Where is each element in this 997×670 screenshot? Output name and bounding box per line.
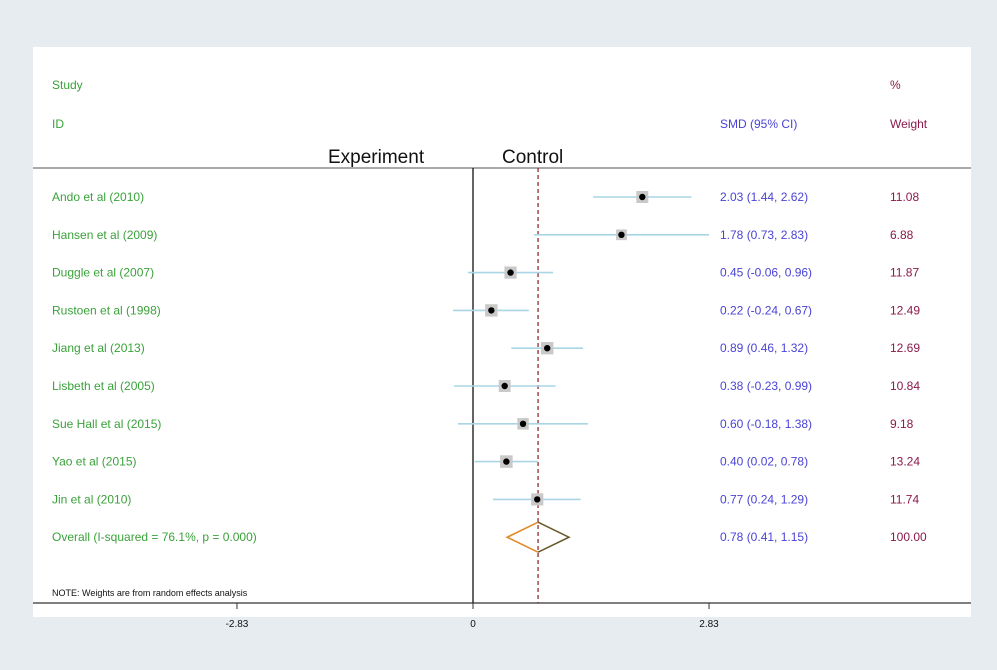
ci-value-label: 0.60 (-0.18, 1.38): [720, 417, 812, 431]
x-tick-label: 2.83: [699, 619, 719, 630]
study-label: Ando et al (2010): [52, 190, 144, 204]
ci-value-label: 0.22 (-0.24, 0.67): [720, 303, 812, 317]
point-estimate: [503, 458, 510, 465]
point-estimate: [544, 345, 551, 352]
point-estimate: [501, 382, 508, 390]
overall-diamond-right: [537, 521, 571, 553]
chart-marks: Ando et al (2010) 2.03 (1.44, 2.62) 11.08 H…: [52, 168, 927, 630]
ci-value-label: 2.03 (1.44, 2.62): [720, 190, 808, 204]
x-tick-label: 0: [470, 619, 476, 630]
ci-value-label: 0.38 (-0.23, 0.99): [720, 379, 812, 393]
overall-weight-value-label: 100.00: [890, 530, 927, 544]
header-id-label: ID: [52, 117, 64, 131]
study-label: Yao et al (2015): [52, 455, 137, 469]
point-estimate: [488, 307, 495, 314]
weight-value-label: 11.74: [890, 492, 919, 506]
study-label: Rustoen et al (1998): [52, 303, 161, 317]
x-tick-label: -2.83: [226, 619, 249, 630]
header-weight-label: Weight: [890, 117, 928, 131]
study-label: Hansen et al (2009): [52, 228, 157, 242]
point-estimate: [507, 269, 514, 276]
study-label: Jin et al (2010): [52, 492, 131, 506]
point-estimate: [618, 231, 625, 238]
overall-ci-value-label: 0.78 (0.41, 1.15): [720, 530, 808, 544]
header-percent-label: %: [890, 78, 901, 92]
study-label: Duggle et al (2007): [52, 266, 154, 280]
weight-value-label: 11.08: [890, 190, 919, 204]
plot-panel: [33, 47, 971, 617]
weight-value-label: 12.49: [890, 303, 920, 317]
study-label: Jiang et al (2013): [52, 341, 145, 355]
overall-label: Overall (I-squared = 76.1%, p = 0.000): [52, 530, 257, 544]
ci-value-label: 0.77 (0.24, 1.29): [720, 492, 808, 506]
weight-value-label: 6.88: [890, 228, 914, 242]
direction-label-experiment: Experiment: [328, 147, 425, 168]
weight-value-label: 11.87: [890, 266, 919, 280]
weight-value-label: 9.18: [890, 417, 914, 431]
weight-value-label: 13.24: [890, 455, 920, 469]
ci-value-label: 1.78 (0.73, 2.83): [720, 228, 808, 242]
weight-value-label: 10.84: [890, 379, 920, 393]
point-estimate: [534, 496, 541, 503]
point-estimate: [519, 420, 527, 427]
study-label: Lisbeth et al (2005): [52, 379, 155, 393]
header-effect-label: SMD (95% CI): [720, 117, 797, 131]
ci-value-label: 0.89 (0.46, 1.32): [720, 341, 808, 355]
ci-value-label: 0.45 (-0.06, 0.96): [720, 266, 812, 280]
weight-value-label: 12.69: [890, 341, 920, 355]
overall-diamond-left: [505, 521, 539, 553]
direction-label-control: Control: [502, 147, 563, 168]
study-label: Sue Hall et al (2015): [52, 417, 161, 431]
footnote: NOTE: Weights are from random effects an…: [52, 588, 248, 598]
point-estimate: [639, 193, 646, 201]
header-study-label: Study: [52, 78, 83, 92]
ci-value-label: 0.40 (0.02, 0.78): [720, 455, 808, 469]
